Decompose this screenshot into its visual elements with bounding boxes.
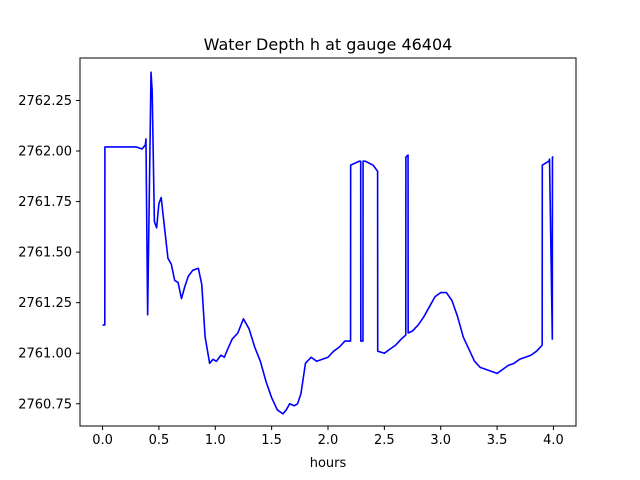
x-tick-label: 3.5 [487,433,508,448]
x-tick-label: 3.0 [430,433,451,448]
x-axis-label: hours [310,456,347,471]
x-tick-label: 0.0 [92,433,113,448]
y-tick-label: 2761.25 [18,296,72,311]
x-tick-label: 0.5 [149,433,170,448]
plot-area: 0.0 0.5 1.0 1.5 2.0 2.5 3.0 3.5 4.0 2760.75 2761.0… [18,57,577,448]
x-tick-label: 1.5 [261,433,282,448]
series-line-0 [102,71,554,415]
y-tick-label: 2761.00 [18,347,72,362]
x-tick-label: 1.0 [205,433,226,448]
y-tick-label: 2760.75 [18,397,72,412]
y-tick-label: 2762.25 [18,94,72,109]
y-tick-label: 2761.75 [18,195,72,210]
x-tick-label: 4.0 [543,433,564,448]
y-tick-label: 2761.50 [18,246,72,261]
chart-title: Water Depth h at gauge 46404 [204,35,453,54]
x-tick-label: 2.0 [318,433,339,448]
x-tick-label: 2.5 [374,433,395,448]
y-tick-label: 2762.00 [18,145,72,160]
